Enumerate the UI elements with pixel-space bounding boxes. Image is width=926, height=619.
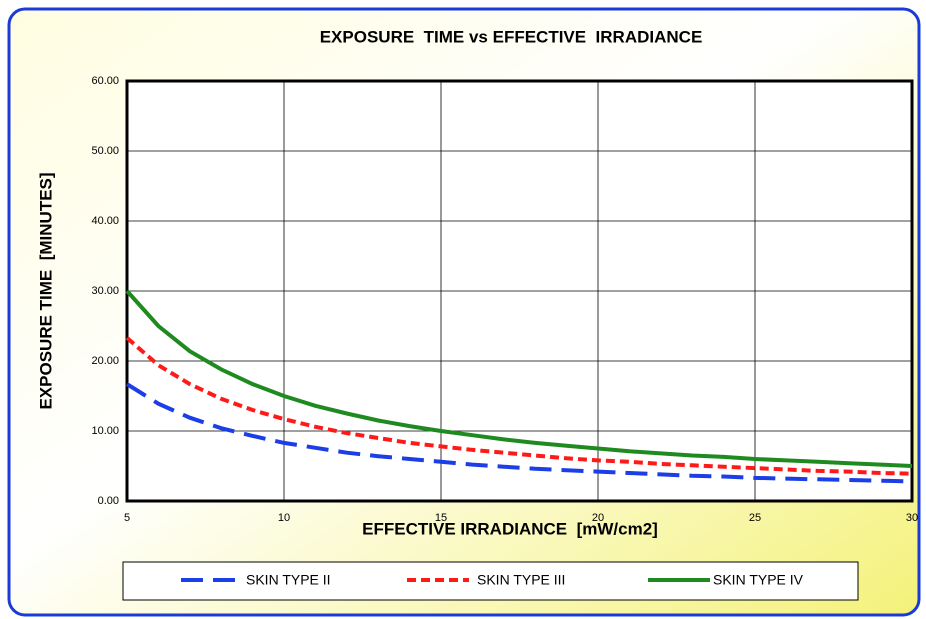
series-line [125, 336, 913, 476]
y-tick-label: 30.00 [91, 285, 119, 297]
y-tick-label: 50.00 [91, 145, 119, 157]
x-tick-label: 15 [435, 512, 447, 524]
x-tick-label: 10 [278, 512, 290, 524]
x-axis-label: EFFECTIVE IRRADIANCE [mW/cm2] [362, 519, 658, 538]
legend [122, 561, 859, 601]
series-line [125, 289, 913, 468]
legend-label: SKIN TYPE IV [713, 572, 804, 588]
legend-label: SKIN TYPE II [246, 572, 331, 588]
y-tick-label: 60.00 [91, 75, 119, 87]
legend-label: SKIN TYPE III [477, 572, 565, 588]
y-tick-label: 20.00 [91, 355, 119, 367]
series-line [125, 382, 913, 484]
chart-title: EXPOSURE TIME vs EFFECTIVE IRRADIANCE [320, 27, 703, 46]
x-tick-label: 5 [124, 512, 130, 524]
x-tick-label: 30 [906, 512, 918, 524]
x-tick-label: 20 [592, 512, 604, 524]
y-tick-label: 10.00 [91, 425, 119, 437]
y-axis-label: EXPOSURE TIME [MINUTES] [36, 172, 55, 409]
y-tick-label: 40.00 [91, 215, 119, 227]
y-tick-label: 0.00 [98, 495, 119, 507]
axis-frame [125, 79, 914, 503]
x-tick-label: 25 [749, 512, 761, 524]
